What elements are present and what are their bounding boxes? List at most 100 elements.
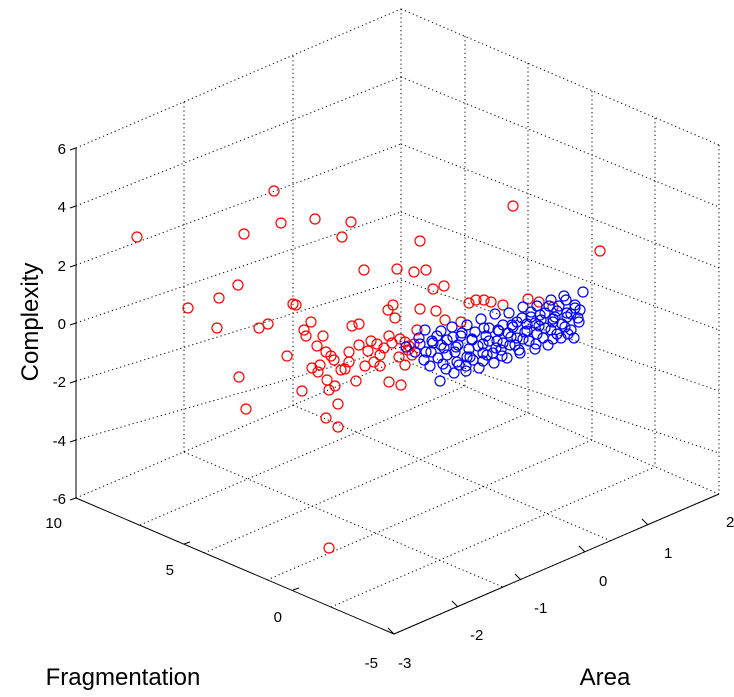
red-data-point xyxy=(411,324,423,336)
red-data-point xyxy=(345,216,357,228)
blue-data-point xyxy=(517,301,529,313)
blue-data-point xyxy=(495,344,507,356)
red-data-point xyxy=(314,359,326,371)
red-data-point xyxy=(358,264,370,276)
z-tick-label: 4 xyxy=(58,199,66,216)
blue-data-point xyxy=(460,360,472,372)
red-data-point xyxy=(394,333,406,345)
blue-data-point xyxy=(418,354,430,366)
red-data-point xyxy=(328,354,340,366)
red-data-point xyxy=(594,245,606,257)
blue-data-point xyxy=(547,316,559,328)
blue-data-point xyxy=(511,316,523,328)
blue-data-point xyxy=(497,319,509,331)
red-data-point xyxy=(414,235,426,247)
blue-data-point xyxy=(539,307,551,319)
z-axis-label: Complexity xyxy=(17,263,44,382)
x-tick-label: 1 xyxy=(664,545,672,562)
blue-data-point xyxy=(490,342,502,354)
red-data-point xyxy=(262,318,274,330)
red-data-point xyxy=(343,356,355,368)
blue-data-point xyxy=(547,333,559,345)
red-data-point xyxy=(353,339,365,351)
data-points xyxy=(131,185,606,554)
blue-data-point xyxy=(450,341,462,353)
tick-marks xyxy=(69,147,649,635)
red-data-point xyxy=(281,350,293,362)
blue-data-point xyxy=(569,302,581,314)
blue-data-point xyxy=(525,311,537,323)
red-data-point xyxy=(311,340,323,352)
x-axis-label: Area xyxy=(580,664,631,691)
z-tick-label: 0 xyxy=(58,316,66,333)
red-data-point xyxy=(346,320,358,332)
blue-data-point xyxy=(511,332,523,344)
blue-data-point xyxy=(491,335,503,347)
red-data-point xyxy=(323,542,335,554)
blue-data-point xyxy=(449,346,461,358)
z-tick-label: -2 xyxy=(53,374,66,391)
blue-data-point xyxy=(419,324,431,336)
red-data-point xyxy=(522,293,534,305)
blue-data-point xyxy=(460,365,472,377)
x-tick-label: 0 xyxy=(599,573,607,590)
blue-data-point xyxy=(440,363,452,375)
red-data-point xyxy=(238,228,250,240)
z-tick-label: 6 xyxy=(58,141,66,158)
blue-data-point xyxy=(529,343,541,355)
blue-data-point xyxy=(446,321,458,333)
red-data-point xyxy=(306,362,318,374)
blue-data-point xyxy=(519,326,531,338)
blue-data-point xyxy=(463,343,475,355)
blue-data-point xyxy=(481,349,493,361)
red-data-point xyxy=(455,316,467,328)
blue-data-point xyxy=(427,337,439,349)
red-data-point xyxy=(478,294,490,306)
red-data-point xyxy=(485,296,497,308)
blue-data-point xyxy=(414,338,426,350)
blue-data-point xyxy=(501,352,513,364)
blue-data-point xyxy=(413,332,425,344)
blue-data-point xyxy=(531,300,543,312)
red-data-point xyxy=(240,403,252,415)
red-data-point xyxy=(439,314,451,326)
red-data-point xyxy=(336,231,348,243)
blue-data-point xyxy=(477,338,489,350)
red-data-point xyxy=(463,297,475,309)
x-tick-label: -3 xyxy=(398,655,411,672)
blue-data-point xyxy=(461,319,473,331)
red-data-point xyxy=(268,185,280,197)
red-data-point xyxy=(389,312,401,324)
red-data-point xyxy=(402,344,414,356)
y-tick-label: -5 xyxy=(365,655,378,672)
red-data-point xyxy=(383,330,395,342)
blue-data-point xyxy=(477,355,489,367)
y-axis-line xyxy=(75,497,395,635)
blue-data-point xyxy=(553,300,565,312)
x-tick-label: -1 xyxy=(534,600,547,617)
red-data-point xyxy=(374,349,386,361)
red-data-point xyxy=(383,376,395,388)
red-data-point xyxy=(391,263,403,275)
blue-data-point xyxy=(480,330,492,342)
z-tick-label: 2 xyxy=(58,258,66,275)
blue-data-point xyxy=(424,360,436,372)
blue-data-point xyxy=(461,351,473,363)
blue-data-point xyxy=(441,349,453,361)
x-tick-label: 2 xyxy=(726,514,734,531)
red-data-point xyxy=(317,330,329,342)
red-data-point xyxy=(332,421,344,433)
blue-data-point xyxy=(568,332,580,344)
red-data-point xyxy=(309,213,321,225)
red-data-point xyxy=(343,346,355,358)
red-data-point xyxy=(275,217,287,229)
red-data-point xyxy=(414,303,426,315)
red-data-point xyxy=(362,345,374,357)
blue-data-point xyxy=(483,322,495,334)
blue-data-point xyxy=(517,333,529,345)
blue-data-point xyxy=(420,346,432,358)
red-data-point xyxy=(312,366,324,378)
x-tick-label: -2 xyxy=(470,627,483,644)
blue-data-point xyxy=(523,335,535,347)
red-data-point xyxy=(350,375,362,387)
